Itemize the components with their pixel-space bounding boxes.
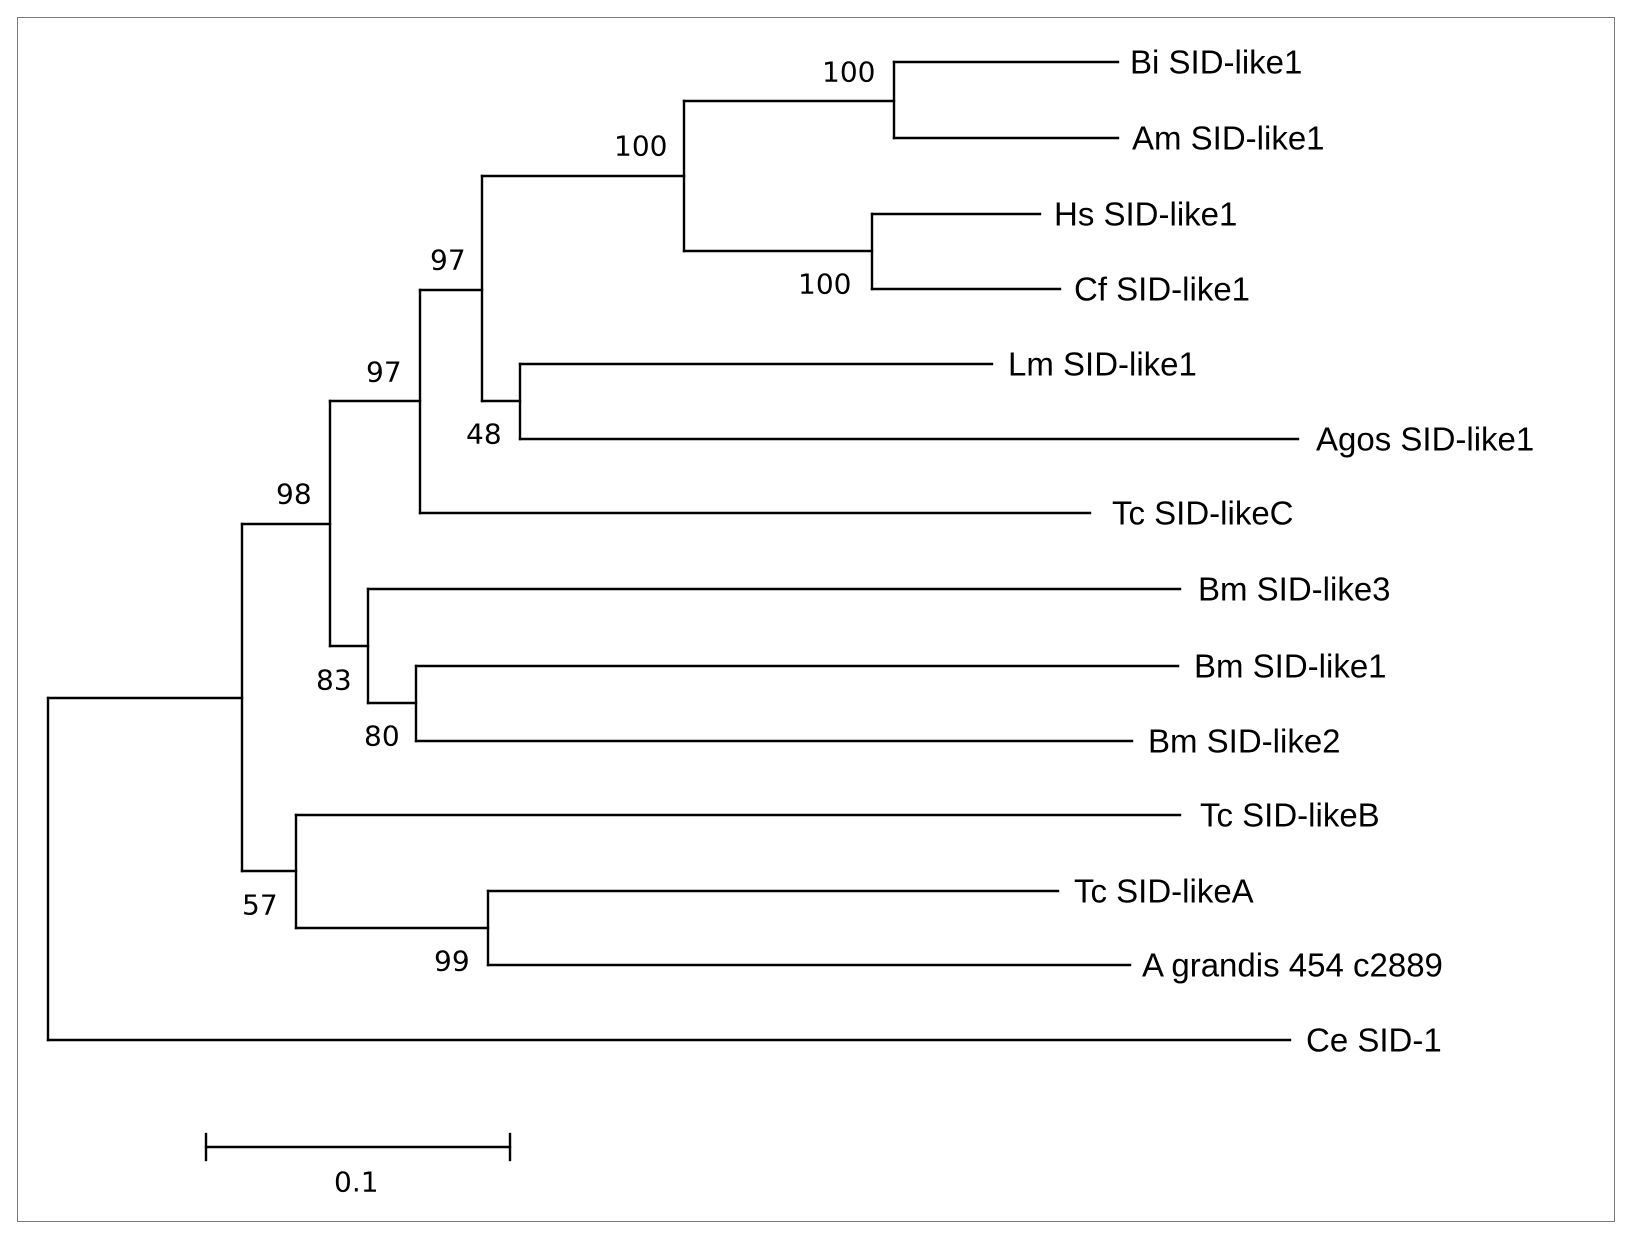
support-value-bm1-bm2: 80 xyxy=(364,720,400,753)
scale-bar: 0.1 xyxy=(204,1132,512,1199)
support-value-clade-97-inner: 97 xyxy=(430,244,466,277)
taxon-label-bm-sid-like2: Bm SID-like2 xyxy=(1148,723,1341,760)
taxon-label-ce-sid-1: Ce SID-1 xyxy=(1306,1022,1442,1059)
taxon-label-bi-sid-like1: Bi SID-like1 xyxy=(1130,44,1302,81)
support-value-lm-agos: 48 xyxy=(466,418,502,451)
support-value-clade-57: 57 xyxy=(242,889,278,922)
taxon-label-lm-sid-like1: Lm SID-like1 xyxy=(1008,346,1197,383)
taxon-label-agos-sid-like1: Agos SID-like1 xyxy=(1316,421,1534,458)
taxon-label-a-grandis: A grandis 454 c2889 xyxy=(1142,947,1443,984)
support-value-bm-clade: 83 xyxy=(316,664,352,697)
support-value-tca-agrandis: 99 xyxy=(434,945,470,978)
taxon-label-bm-sid-like1: Bm SID-like1 xyxy=(1194,648,1387,685)
support-value-bi-am-hs-cf: 100 xyxy=(614,130,667,163)
taxon-label-am-sid-like1: Am SID-like1 xyxy=(1132,120,1325,157)
taxon-label-bm-sid-like3: Bm SID-like3 xyxy=(1198,571,1391,608)
taxon-label-cf-sid-like1: Cf SID-like1 xyxy=(1074,271,1250,308)
support-value-clade-98: 98 xyxy=(276,478,312,511)
support-value-hs-cf: 100 xyxy=(798,268,851,301)
taxon-label-tc-sid-likec: Tc SID-likeC xyxy=(1112,495,1294,532)
taxon-label-tc-sid-likea: Tc SID-likeA xyxy=(1074,873,1254,910)
figure-frame xyxy=(17,17,1615,1222)
scale-bar-label: 0.1 xyxy=(334,1166,379,1199)
support-value-bi-am: 100 xyxy=(822,56,875,89)
taxon-label-tc-sid-likeb: Tc SID-likeB xyxy=(1200,797,1380,834)
taxon-label-hs-sid-like1: Hs SID-like1 xyxy=(1054,196,1237,233)
support-value-clade-97-outer: 97 xyxy=(366,356,402,389)
